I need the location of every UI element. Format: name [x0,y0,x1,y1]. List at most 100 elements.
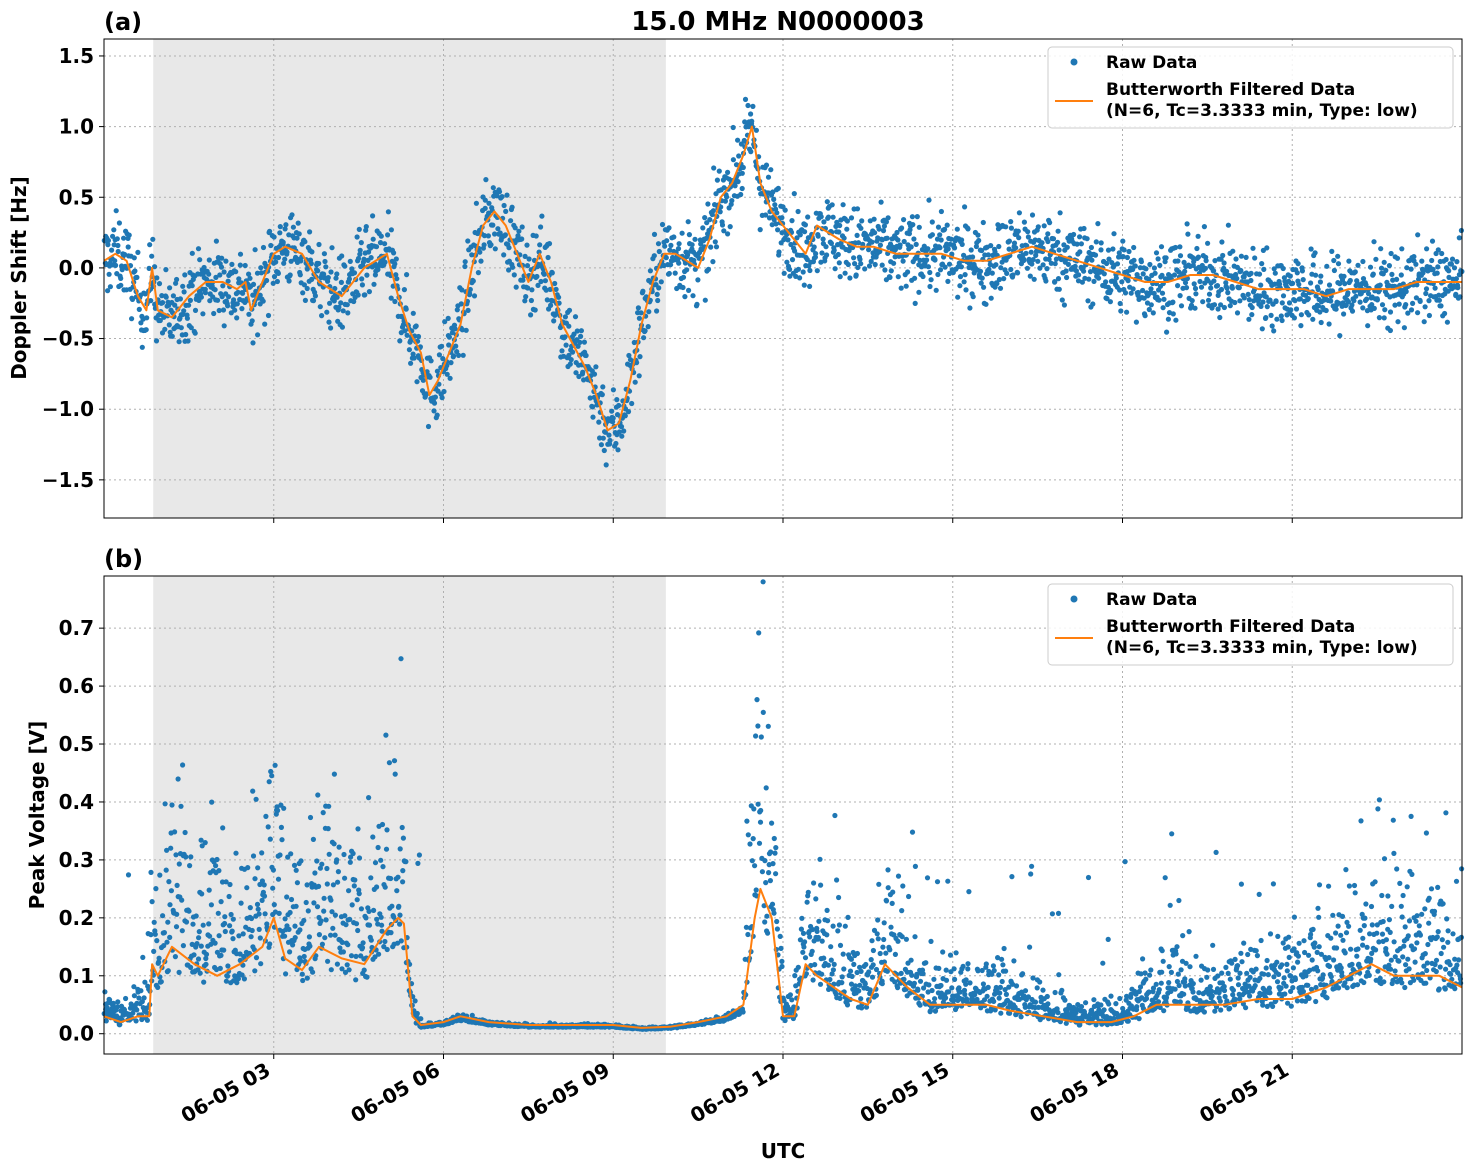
raw-data-point [979,247,985,254]
raw-data-point [486,210,492,216]
raw-data-point [988,243,994,249]
raw-data-point [1004,270,1010,276]
raw-data-point [255,332,261,338]
raw-data-point [467,286,473,293]
raw-data-point [619,433,625,439]
raw-data-point [797,232,803,238]
raw-data-point [1269,323,1275,329]
raw-data-point [912,275,918,281]
panel-a-filtered-line [103,125,1462,432]
raw-data-point [1190,981,1196,987]
raw-data-point [1175,258,1181,264]
raw-data-point [927,283,933,290]
raw-data-point [389,903,395,909]
raw-data-point [406,347,412,353]
raw-data-point [1238,267,1244,274]
raw-data-point [951,966,957,972]
raw-data-point [1374,297,1380,303]
raw-data-point [927,269,933,276]
raw-data-point [181,308,187,314]
raw-data-point [1234,310,1241,316]
panel-b: (b) 0.00.10.20.30.40.50.60.7 06-05 03 06-… [25,545,1465,1128]
raw-data-point [395,874,401,880]
raw-data-point [878,199,884,205]
raw-data-point [294,235,300,241]
raw-data-point [1055,910,1062,917]
raw-data-point [877,248,883,255]
raw-data-point [1130,286,1136,292]
raw-data-point [147,242,153,248]
raw-data-point [1439,250,1445,257]
raw-data-point [1040,262,1046,268]
raw-data-point [267,836,273,842]
raw-data-point [428,358,434,364]
raw-data-point [773,845,779,851]
raw-data-point [1197,278,1203,285]
raw-data-point [800,269,806,275]
raw-data-point [166,879,172,885]
raw-data-point [541,271,547,277]
raw-data-point [173,852,179,858]
raw-data-point [1001,276,1007,282]
raw-data-point [1284,968,1290,974]
raw-data-point [189,250,195,256]
raw-data-point [1331,267,1337,274]
raw-data-point [310,836,316,843]
raw-data-point [132,268,138,274]
raw-data-point [345,942,351,948]
raw-data-point [742,96,749,102]
raw-data-point [900,883,906,889]
raw-data-point [160,913,166,919]
raw-data-point [895,985,901,991]
raw-data-point [1167,902,1173,908]
raw-data-point [1267,931,1274,937]
raw-data-point [1443,256,1449,263]
raw-data-point [869,239,875,245]
panel-a-legend: Raw Data Butterworth Filtered Data (N=6,… [1047,46,1454,129]
raw-data-point [1003,224,1009,230]
raw-data-point [1219,239,1225,245]
raw-data-point [366,289,372,295]
raw-data-point [260,298,266,304]
raw-data-point [366,908,372,915]
raw-data-point [672,270,678,276]
raw-data-point [999,956,1005,962]
raw-data-point [379,821,386,828]
raw-data-point [935,224,942,230]
raw-data-point [1279,317,1285,324]
raw-data-point [121,235,127,241]
raw-data-point [237,251,244,257]
raw-data-point [775,227,781,233]
raw-data-point [789,997,795,1003]
raw-data-point [499,194,505,200]
raw-data-point [1025,229,1031,235]
raw-data-point [1113,1001,1119,1007]
raw-data-point [1284,961,1290,968]
raw-data-point [261,893,268,899]
raw-data-point [1243,254,1249,260]
raw-data-point [501,202,507,209]
raw-data-point [225,973,231,979]
raw-data-point [769,901,776,907]
raw-data-point [339,253,345,259]
raw-data-point [1169,831,1175,837]
raw-data-point [338,279,344,285]
raw-data-point [300,290,306,296]
raw-data-point [836,894,842,901]
raw-data-point [934,879,941,885]
raw-data-point [1170,299,1176,305]
raw-data-point [1173,317,1179,323]
raw-data-point [382,938,388,945]
raw-data-point [1405,310,1411,316]
raw-data-point [248,934,254,940]
raw-data-point [504,192,510,198]
raw-data-point [1305,296,1311,302]
raw-data-point [945,878,951,884]
raw-data-point [525,285,531,291]
raw-data-point [1193,953,1199,959]
raw-data-point [249,318,255,324]
raw-data-point [330,882,336,888]
raw-data-point [1159,969,1165,975]
raw-data-point [1001,945,1007,952]
raw-data-point [375,844,381,851]
